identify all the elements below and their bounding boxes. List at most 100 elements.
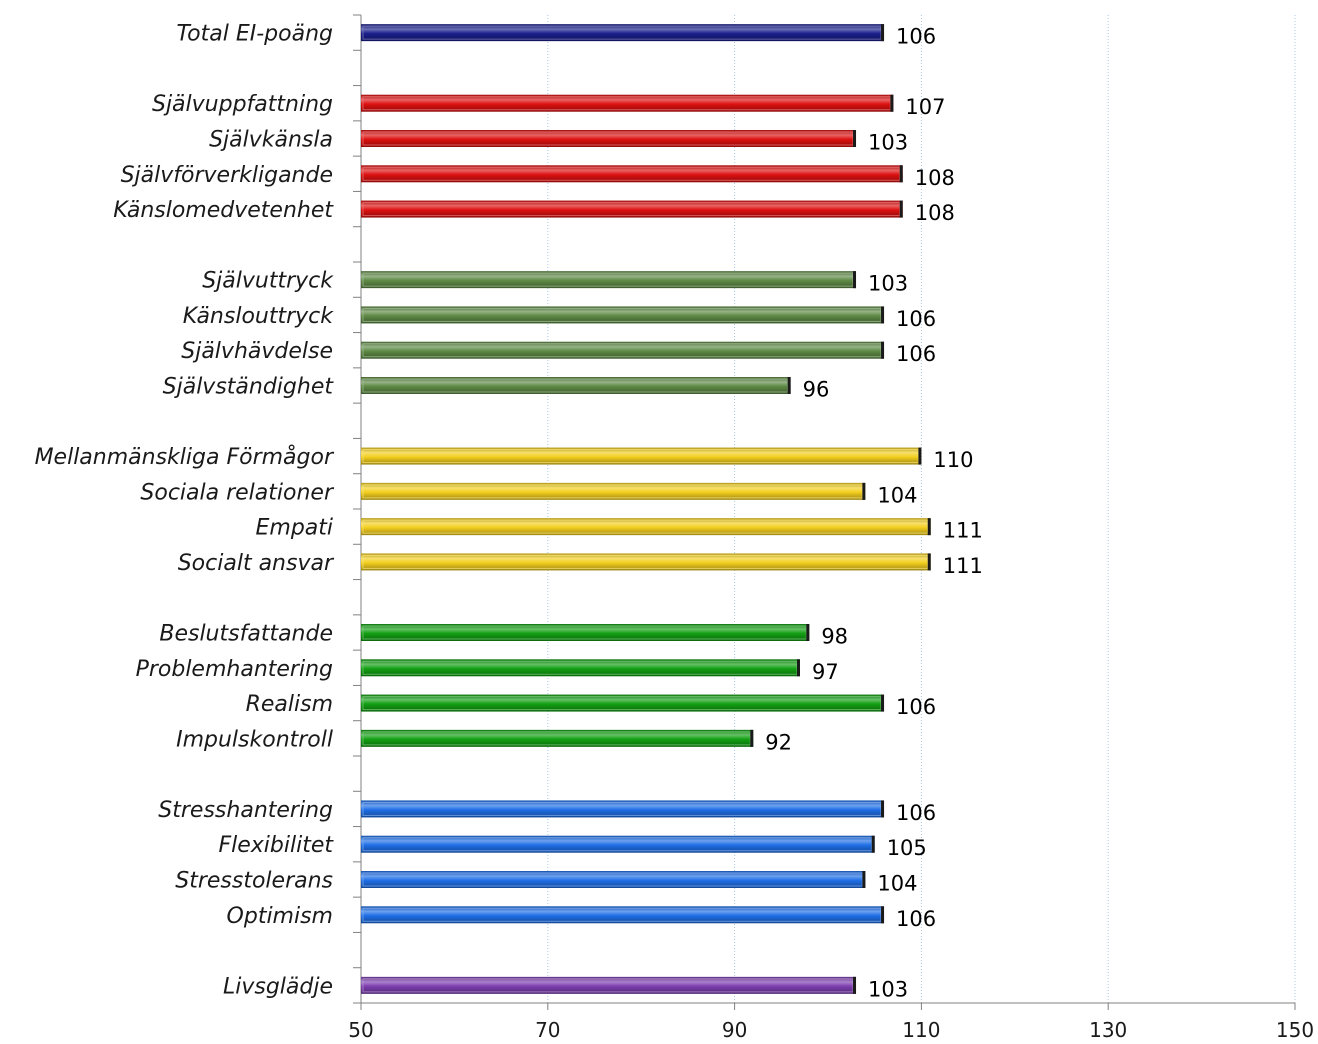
category-label: Självkänsla — [209, 128, 333, 153]
data-label: 108 — [915, 201, 955, 225]
bar — [361, 200, 903, 218]
bar — [361, 553, 931, 571]
bar-end-cap — [918, 447, 922, 465]
bar — [361, 871, 866, 888]
data-label: 111 — [943, 554, 983, 578]
data-label: 105 — [887, 836, 927, 860]
bar-body — [361, 482, 866, 500]
data-label: 106 — [896, 907, 936, 931]
data-label: 104 — [877, 483, 917, 507]
category-label: Självständighet — [163, 375, 335, 400]
category-label: Självuttryck — [202, 269, 334, 294]
data-label: 97 — [812, 660, 839, 684]
bar — [361, 906, 885, 924]
bar-end-cap — [881, 906, 885, 924]
bar — [361, 377, 791, 394]
bar-end-cap — [853, 271, 857, 289]
x-tick-label: 50 — [348, 1018, 373, 1042]
bar-body — [361, 377, 791, 394]
bar-end-cap — [927, 553, 931, 571]
bar-body — [361, 659, 800, 677]
bar — [361, 659, 800, 677]
bar-body — [361, 871, 866, 888]
bar-end-cap — [881, 341, 885, 359]
category-label: Självhävdelse — [181, 339, 333, 364]
category-label: Stresshantering — [158, 798, 333, 823]
bar-body — [361, 130, 857, 147]
data-label: 106 — [896, 25, 936, 49]
category-label: Livsglädje — [223, 974, 333, 999]
bar-end-cap — [853, 130, 857, 147]
bar-end-cap — [796, 659, 800, 677]
bar — [361, 976, 857, 994]
bar — [361, 24, 885, 42]
bar — [361, 835, 875, 853]
bar-end-cap — [881, 694, 885, 712]
category-label: Impulskontroll — [176, 727, 333, 752]
bar-end-cap — [806, 624, 810, 641]
bar-body — [361, 835, 875, 853]
bar-body — [361, 94, 894, 112]
data-label: 106 — [896, 801, 936, 825]
data-label: 96 — [803, 378, 830, 402]
category-label: Socialt ansvar — [178, 551, 335, 576]
data-label: 92 — [765, 730, 792, 754]
data-label: 103 — [868, 272, 908, 296]
bar-body — [361, 200, 903, 218]
x-tick-label: 70 — [535, 1018, 560, 1042]
data-label: 103 — [868, 977, 908, 1001]
bar — [361, 94, 894, 112]
bar — [361, 130, 857, 147]
x-tick-label: 130 — [1089, 1018, 1127, 1042]
bar-body — [361, 24, 885, 42]
data-label: 110 — [933, 448, 973, 472]
category-label: Realism — [246, 692, 333, 717]
bar-body — [361, 800, 885, 818]
bar-end-cap — [881, 24, 885, 42]
bar-end-cap — [890, 94, 894, 112]
category-label: Mellanmänskliga Förmågor — [35, 444, 335, 470]
category-label: Sociala relationer — [140, 480, 335, 505]
bar-end-cap — [871, 835, 875, 853]
bar — [361, 165, 903, 183]
category-label: Problemhantering — [136, 657, 333, 682]
bar-body — [361, 624, 810, 641]
data-label: 111 — [943, 519, 983, 543]
category-label: Känslouttryck — [183, 304, 334, 329]
bar-end-cap — [899, 165, 903, 183]
bar-end-cap — [862, 871, 866, 888]
bar — [361, 482, 866, 500]
category-label: Beslutsfattande — [159, 622, 333, 647]
bar-end-cap — [750, 729, 754, 747]
bar-body — [361, 447, 922, 465]
bar-body — [361, 271, 857, 289]
data-label: 106 — [896, 695, 936, 719]
bar-body — [361, 553, 931, 571]
data-label: 106 — [896, 342, 936, 366]
bar-body — [361, 729, 754, 747]
bar-body — [361, 341, 885, 359]
bar-end-cap — [862, 482, 866, 500]
bar-body — [361, 976, 857, 994]
bar-end-cap — [881, 800, 885, 818]
bar — [361, 341, 885, 359]
bar-body — [361, 694, 885, 712]
x-tick-label: 90 — [722, 1018, 747, 1042]
x-tick-label: 150 — [1276, 1018, 1314, 1042]
bar — [361, 518, 931, 536]
bar — [361, 306, 885, 324]
bar — [361, 694, 885, 712]
bar — [361, 800, 885, 818]
bar-body — [361, 165, 903, 183]
data-label: 103 — [868, 131, 908, 155]
data-label: 98 — [821, 625, 848, 649]
category-label: Flexibilitet — [218, 833, 334, 858]
bar-body — [361, 306, 885, 324]
x-tick-label: 110 — [902, 1018, 940, 1042]
bar-end-cap — [927, 518, 931, 536]
category-label: Empati — [255, 516, 333, 541]
bar-end-cap — [853, 976, 857, 994]
bar — [361, 271, 857, 289]
bar — [361, 729, 754, 747]
